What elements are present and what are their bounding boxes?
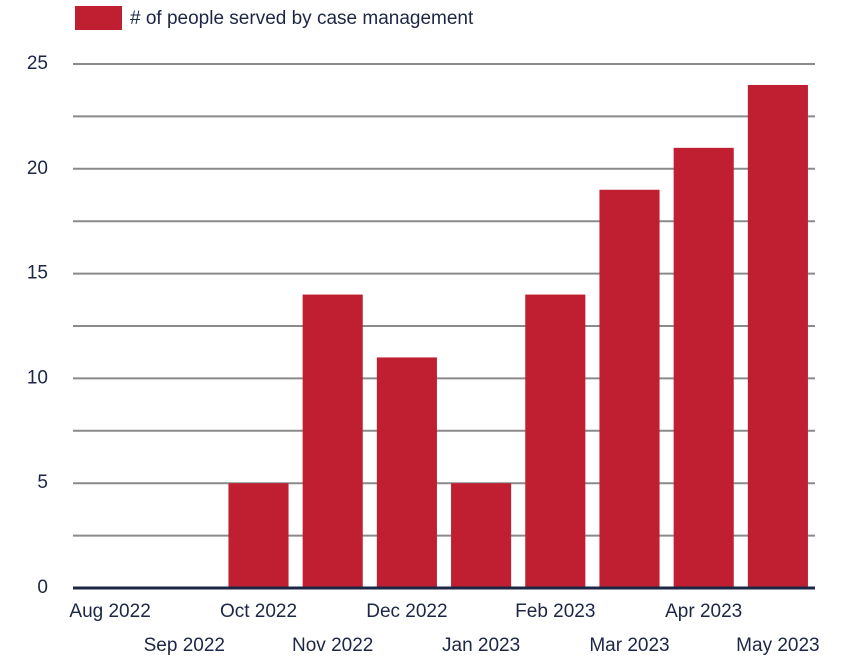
- y-tick-label: 25: [27, 53, 48, 74]
- y-tick-label: 10: [27, 367, 48, 388]
- bar: [525, 294, 586, 588]
- legend-label: # of people served by case management: [130, 8, 474, 29]
- y-tick-label: 20: [27, 158, 48, 179]
- x-tick-label: Sep 2022: [144, 635, 225, 656]
- bar: [747, 84, 808, 589]
- bar: [451, 483, 512, 588]
- y-tick-label: 15: [27, 263, 48, 284]
- x-tick-label: Mar 2023: [589, 635, 669, 656]
- bar: [673, 147, 734, 588]
- x-tick-label: Aug 2022: [69, 601, 150, 622]
- x-tick-label: Nov 2022: [292, 635, 373, 656]
- x-tick-label: Oct 2022: [220, 601, 297, 622]
- x-tick-label: Feb 2023: [515, 601, 595, 622]
- bar: [376, 357, 437, 588]
- bar: [599, 189, 660, 588]
- bar: [302, 294, 363, 588]
- x-tick-label: Jan 2023: [442, 635, 520, 656]
- x-tick-label: May 2023: [736, 635, 819, 656]
- legend-swatch: [75, 6, 122, 30]
- x-tick-label: Apr 2023: [665, 601, 742, 622]
- y-tick-label: 5: [37, 472, 48, 493]
- bar: [228, 483, 289, 588]
- x-tick-label: Dec 2022: [366, 601, 447, 622]
- y-tick-label: 0: [37, 577, 48, 598]
